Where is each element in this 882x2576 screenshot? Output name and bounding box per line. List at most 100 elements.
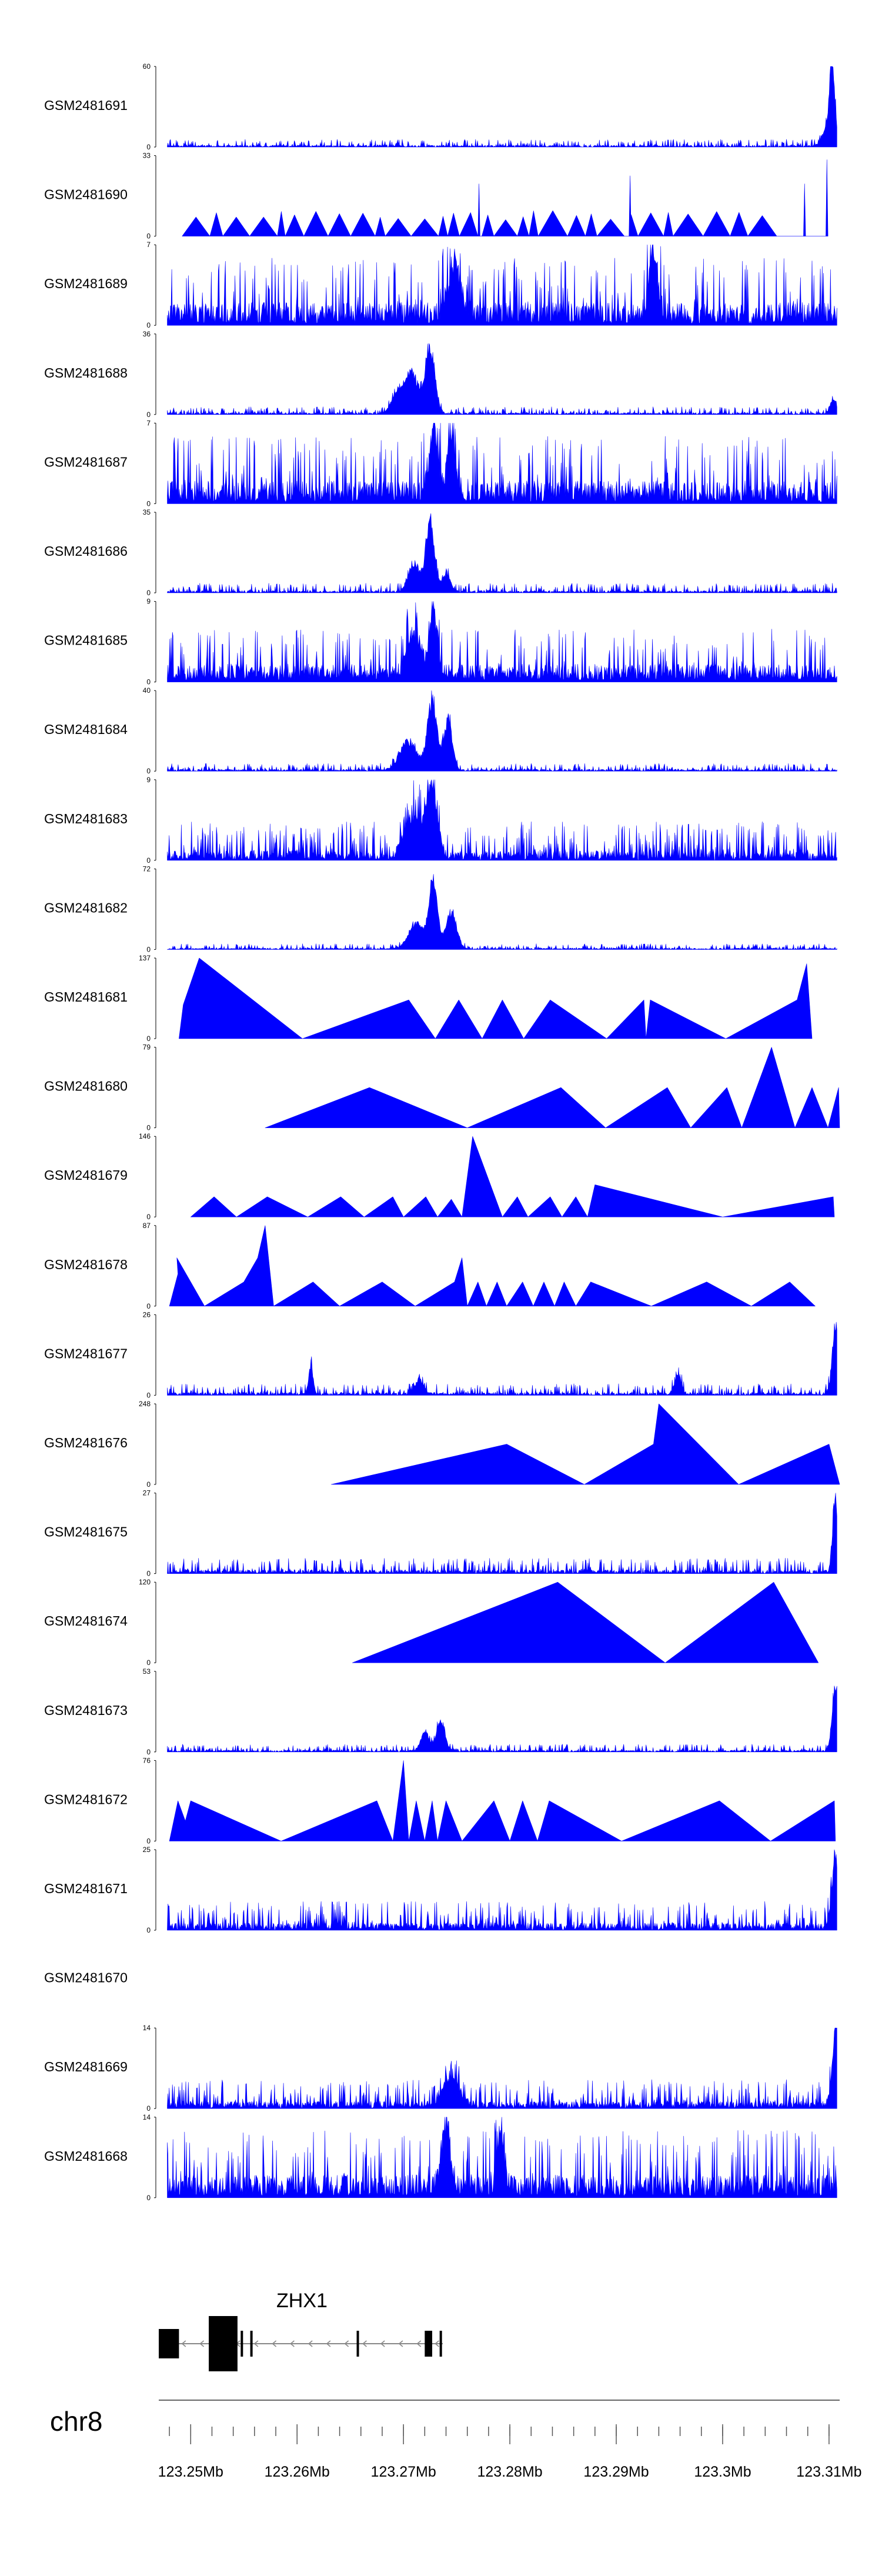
y-max-label: 9 <box>146 776 151 784</box>
track-GSM2481687: GSM2481687 7 0 <box>44 419 837 508</box>
sample-label: GSM2481687 <box>44 454 128 469</box>
exon-block <box>159 2329 179 2358</box>
y-min-label: 0 <box>146 678 151 686</box>
y-min-label: 0 <box>146 321 151 329</box>
y-min-label: 0 <box>146 767 151 775</box>
strand-arrow <box>181 2340 186 2347</box>
y-max-label: 33 <box>143 152 151 160</box>
sample-label: GSM2481676 <box>44 1435 128 1450</box>
coverage-area-GSM2481679 <box>191 1136 835 1217</box>
track-GSM2481681: GSM2481681 137 0 <box>44 954 813 1043</box>
y-min-label: 0 <box>146 411 151 419</box>
sample-label: GSM2481677 <box>44 1346 128 1361</box>
sample-label: GSM2481683 <box>44 811 128 826</box>
sample-label: GSM2481688 <box>44 365 128 381</box>
y-min-label: 0 <box>146 1837 151 1845</box>
strand-arrow <box>272 2340 277 2347</box>
sample-label: GSM2481674 <box>44 1613 128 1629</box>
strand-arrow <box>380 2340 385 2347</box>
strand-arrow <box>362 2340 367 2347</box>
y-max-label: 60 <box>143 62 151 71</box>
sample-label: GSM2481680 <box>44 1079 128 1094</box>
y-max-label: 40 <box>143 686 151 695</box>
y-min-label: 0 <box>146 1926 151 1934</box>
sample-label: GSM2481675 <box>44 1524 128 1540</box>
track-GSM2481684: GSM2481684 40 0 <box>44 686 837 775</box>
coverage-area-GSM2481687 <box>167 423 837 504</box>
y-max-label: 35 <box>143 508 151 516</box>
y-max-label: 7 <box>146 241 151 249</box>
y-min-label: 0 <box>146 1302 151 1310</box>
gene-structure <box>159 2316 443 2371</box>
axis-tick-label: 123.27Mb <box>371 2464 436 2480</box>
sample-label: GSM2481684 <box>44 722 128 737</box>
track-GSM2481680: GSM2481680 79 0 <box>44 1043 840 1132</box>
sample-label: GSM2481691 <box>44 98 128 113</box>
sample-label: GSM2481679 <box>44 1167 128 1183</box>
sample-label: GSM2481685 <box>44 633 128 648</box>
sample-label: GSM2481689 <box>44 276 128 291</box>
coverage-area-GSM2481677 <box>167 1322 837 1396</box>
sample-label: GSM2481690 <box>44 187 128 202</box>
coverage-area-GSM2481673 <box>167 1686 837 1753</box>
y-min-label: 0 <box>146 1480 151 1489</box>
exon-block <box>209 2316 238 2371</box>
coverage-area-GSM2481691 <box>167 66 837 148</box>
coverage-area-GSM2481681 <box>179 957 813 1039</box>
y-min-label: 0 <box>146 856 151 865</box>
track-GSM2481673: GSM2481673 53 0 <box>44 1667 837 1756</box>
coverage-area-GSM2481683 <box>167 779 837 861</box>
axis-tick-label: 123.28Mb <box>477 2464 542 2480</box>
strand-arrow <box>416 2340 422 2347</box>
track-GSM2481671: GSM2481671 25 0 <box>44 1846 837 1934</box>
coverage-area-GSM2481678 <box>169 1225 816 1307</box>
y-max-label: 9 <box>146 598 151 606</box>
y-min-label: 0 <box>146 1659 151 1667</box>
y-min-label: 0 <box>146 1570 151 1578</box>
track-GSM2481690: GSM2481690 33 0 <box>44 152 828 241</box>
coverage-area-GSM2481686 <box>167 513 837 593</box>
coverage-area-GSM2481682 <box>167 874 837 950</box>
sample-label: GSM2481681 <box>44 989 128 1005</box>
sample-label: GSM2481678 <box>44 1257 128 1272</box>
sample-label: GSM2481670 <box>44 1970 128 1986</box>
coverage-area-GSM2481669 <box>167 2027 837 2109</box>
genome-axis: chr8 123.25Mb 123.26Mb 123.27Mb 123.28Mb 123… <box>50 2400 862 2480</box>
strand-arrow <box>326 2340 331 2347</box>
y-max-label: 7 <box>146 419 151 427</box>
y-min-label: 0 <box>146 589 151 597</box>
coverage-area-GSM2481688 <box>167 343 837 415</box>
track-GSM2481668: GSM2481668 14 0 <box>44 2113 837 2202</box>
y-min-label: 0 <box>146 1124 151 1132</box>
exon-block <box>240 2331 243 2357</box>
strand-arrow <box>308 2340 313 2347</box>
axis-ticks: 123.25Mb 123.26Mb 123.27Mb 123.28Mb 123.29Mb… <box>158 2424 862 2480</box>
strand-arrow <box>398 2340 403 2347</box>
y-min-label: 0 <box>146 2194 151 2202</box>
sample-label: GSM2481682 <box>44 900 128 915</box>
y-min-label: 0 <box>146 1035 151 1043</box>
coverage-area-GSM2481690 <box>182 159 828 236</box>
exon-block <box>250 2331 253 2357</box>
track-GSM2481675: GSM2481675 27 0 <box>44 1489 837 1578</box>
track-GSM2481683: GSM2481683 9 0 <box>44 776 837 865</box>
coverage-area-GSM2481675 <box>167 1493 837 1574</box>
coverage-area-GSM2481676 <box>330 1403 840 1485</box>
sample-label: GSM2481686 <box>44 543 128 559</box>
coverage-area-GSM2481672 <box>169 1760 836 1841</box>
y-min-label: 0 <box>146 1213 151 1221</box>
coverage-area-GSM2481689 <box>167 244 837 326</box>
coverage-area-GSM2481671 <box>167 1849 837 1931</box>
exon-block <box>439 2331 442 2357</box>
chromosome-label: chr8 <box>50 2406 102 2437</box>
axis-tick-label: 123.3Mb <box>694 2464 751 2480</box>
strand-arrow <box>435 2340 439 2347</box>
coverage-area-GSM2481685 <box>167 601 837 682</box>
y-max-label: 76 <box>143 1756 151 1764</box>
strand-arrow <box>199 2340 205 2347</box>
coverage-area-GSM2481668 <box>167 2117 837 2198</box>
track-GSM2481689: GSM2481689 7 0 <box>44 241 837 329</box>
y-min-label: 0 <box>146 499 151 508</box>
coverage-area-GSM2481674 <box>352 1581 819 1663</box>
track-GSM2481682: GSM2481682 72 0 <box>44 865 837 953</box>
